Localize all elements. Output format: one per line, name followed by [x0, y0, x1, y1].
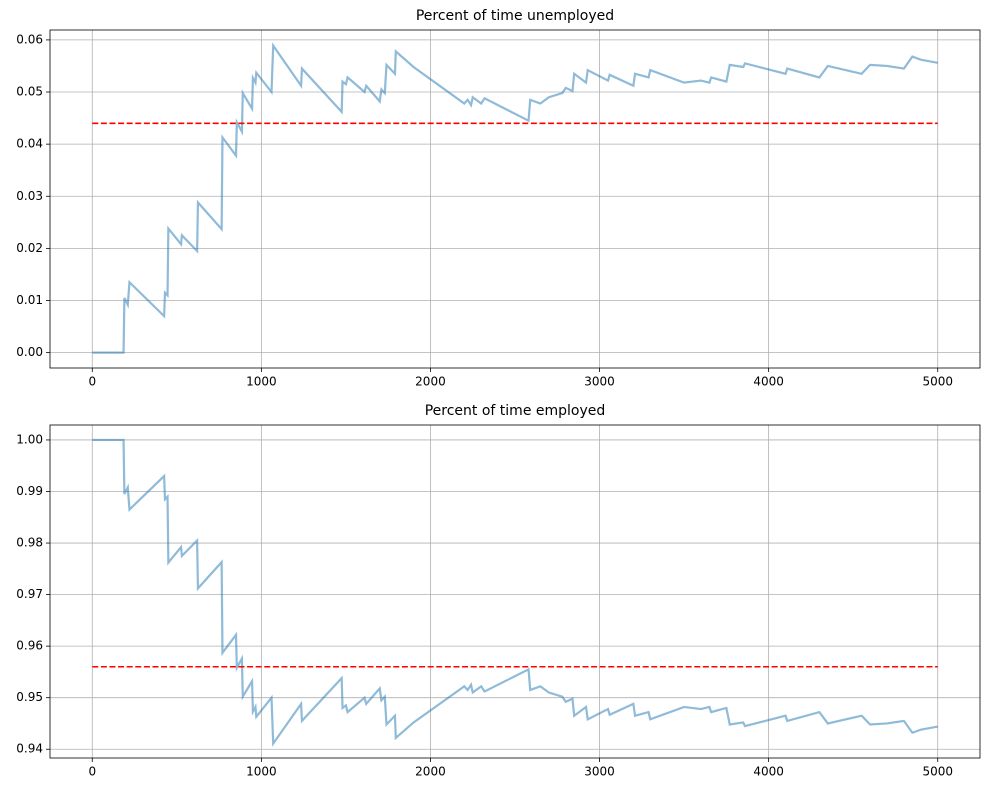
axes-frame: [49, 424, 981, 759]
data-line: [92, 438, 938, 747]
y-tick-label: 0.96: [16, 639, 43, 653]
chart-title: Percent of time employed: [425, 403, 606, 419]
x-tick-label: 1000: [246, 375, 277, 389]
y-tick-label: 0.01: [16, 293, 43, 307]
y-tick-label: 0.98: [16, 536, 43, 550]
x-tick-label: 0: [88, 765, 96, 779]
x-tick-label: 3000: [584, 375, 615, 389]
y-tick-label: 0.99: [16, 484, 43, 498]
y-tick-label: 0.04: [16, 137, 43, 151]
chart-title: Percent of time unemployed: [416, 8, 614, 24]
x-tick-label: 5000: [922, 375, 953, 389]
x-tick-label: 2000: [415, 375, 446, 389]
y-tick-label: 0.97: [16, 587, 43, 601]
axes-frame: [49, 29, 981, 369]
y-tick-label: 0.02: [16, 241, 43, 255]
y-tick-label: 0.00: [16, 345, 43, 359]
x-tick-label: 1000: [246, 765, 277, 779]
x-tick-label: 0: [88, 375, 96, 389]
y-tick-label: 1.00: [16, 432, 43, 446]
y-tick-label: 0.06: [16, 32, 43, 46]
x-tick-label: 4000: [753, 765, 784, 779]
data-line: [92, 42, 938, 354]
x-tick-label: 5000: [922, 765, 953, 779]
y-tick-label: 0.95: [16, 690, 43, 704]
y-tick-label: 0.05: [16, 85, 43, 99]
x-tick-label: 2000: [415, 765, 446, 779]
x-tick-label: 4000: [753, 375, 784, 389]
y-tick-label: 0.03: [16, 189, 43, 203]
x-tick-label: 3000: [584, 765, 615, 779]
y-tick-label: 0.94: [16, 742, 43, 756]
